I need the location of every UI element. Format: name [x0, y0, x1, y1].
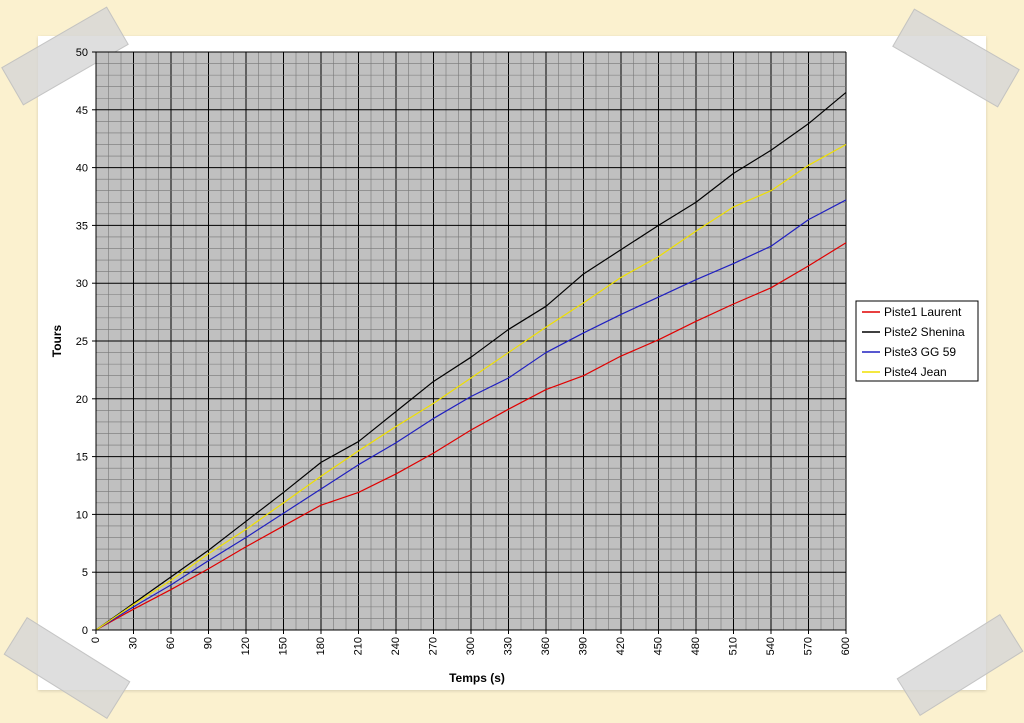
series-line-4: [95, 143, 847, 631]
x-tick-label: 180: [315, 637, 327, 655]
x-tick-label: 150: [277, 637, 289, 655]
x-tick-label: 300: [465, 637, 477, 655]
x-tick-label: 360: [540, 637, 552, 655]
series-lines: [95, 91, 847, 631]
y-tick-label: 0: [82, 625, 88, 637]
x-tick-label: 420: [615, 637, 627, 655]
x-tick-label: 330: [502, 637, 514, 655]
x-tick-label: 270: [427, 637, 439, 655]
x-tick-labels: 0 30 60 90 120 150 180 210 240 270 300 330 360 390 420…: [90, 637, 852, 655]
y-tick-label: 30: [76, 278, 88, 290]
x-tick-label: 240: [390, 637, 402, 655]
x-tick-label: 570: [802, 637, 814, 655]
y-tick-label: 50: [76, 47, 88, 59]
series-line-1: [95, 242, 847, 631]
y-tick-label: 20: [76, 394, 88, 406]
legend-box: [855, 300, 979, 382]
y-axis-title: Tours: [50, 324, 64, 357]
x-tick-label: 480: [690, 637, 702, 655]
x-tick-label: 390: [577, 637, 589, 655]
y-tick-label: 25: [76, 336, 88, 348]
x-tick-label: 510: [727, 637, 739, 655]
series-line-2: [95, 91, 847, 631]
x-tick-label: 450: [652, 637, 664, 655]
x-tick-label: 90: [202, 637, 214, 649]
legend-label-3: Piste3 GG 59: [884, 345, 956, 359]
x-tick-label: 120: [240, 637, 252, 655]
x-tick-label: 0: [90, 637, 102, 643]
y-tick-label: 45: [76, 105, 88, 117]
x-tick-label: 600: [840, 637, 852, 655]
y-tick-labels: 0 5 10 15 20 25 30 35 40 45 50: [76, 47, 88, 637]
legend-label-1: Piste1 Laurent: [884, 305, 962, 319]
x-tick-label: 210: [352, 637, 364, 655]
x-axis-title: Temps (s): [449, 671, 505, 685]
legend-label-4: Piste4 Jean: [884, 365, 947, 379]
grid-lines: [95, 51, 847, 631]
y-tick-label: 10: [76, 509, 88, 521]
y-tick-label: 40: [76, 163, 88, 175]
axes: [92, 51, 847, 634]
x-tick-label: 540: [765, 637, 777, 655]
x-tick-label: 60: [165, 637, 177, 649]
y-tick-label: 35: [76, 220, 88, 232]
x-tick-label: 30: [127, 637, 139, 649]
legend: Piste1 Laurent Piste2 Shenina Piste3 GG 59…: [855, 300, 979, 382]
y-tick-label: 15: [76, 452, 88, 464]
series-line-3: [95, 199, 847, 631]
legend-label-2: Piste2 Shenina: [884, 325, 965, 339]
y-tick-label: 5: [82, 567, 88, 579]
